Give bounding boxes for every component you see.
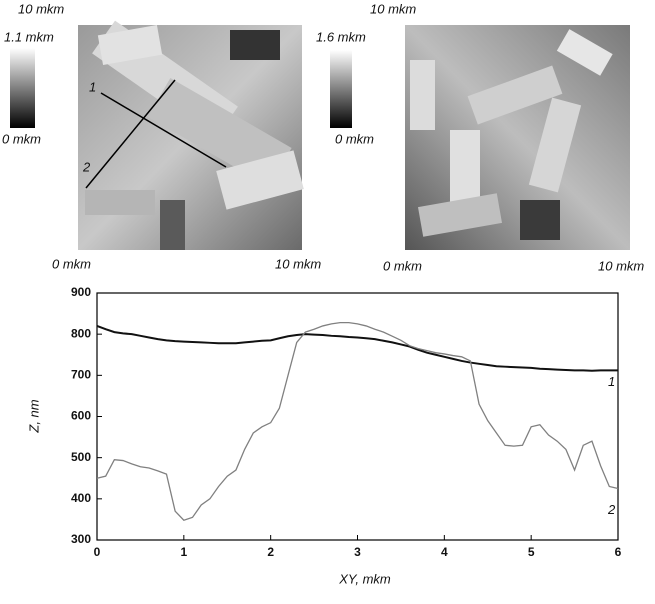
afm-image (78, 20, 304, 250)
x-tick-label: 6 (615, 545, 622, 559)
profile-label: 1 (89, 79, 96, 94)
image-label: 0 mkm (383, 258, 422, 273)
afm-image (405, 25, 630, 250)
series-line (96, 324, 618, 372)
colorbar (330, 50, 352, 128)
y-tick-label: 500 (71, 450, 91, 464)
series-label: 2 (607, 502, 616, 517)
series-label: 1 (608, 374, 615, 389)
scale-max: 1.1 mkm (4, 29, 54, 44)
y-axis-label: Z, nm (26, 399, 41, 433)
image-label: 0 mkm (52, 256, 91, 271)
image-label: 10 mkm (370, 1, 416, 16)
y-tick-label: 600 (71, 409, 91, 423)
plot-frame (96, 292, 619, 541)
profile-label: 2 (82, 159, 91, 174)
x-tick-label: 0 (94, 545, 101, 559)
x-tick-label: 3 (354, 545, 361, 559)
x-tick-label: 1 (180, 545, 187, 559)
scale-min: 0 mkm (335, 131, 374, 146)
image-label: 10 mkm (18, 1, 64, 16)
x-tick-label: 4 (441, 545, 448, 559)
x-tick-label: 5 (528, 545, 535, 559)
series-line (96, 321, 619, 521)
image-label: 10 mkm (598, 258, 644, 273)
y-tick-label: 800 (71, 326, 91, 340)
y-tick-label: 400 (71, 491, 91, 505)
scale-max: 1.6 mkm (316, 29, 366, 44)
y-tick-label: 300 (71, 532, 91, 546)
x-tick-label: 2 (267, 545, 274, 559)
scale-min: 0 mkm (2, 131, 41, 146)
y-tick-label: 700 (71, 368, 91, 382)
y-tick-label: 900 (71, 285, 91, 299)
colorbar (10, 48, 35, 128)
x-axis-label: XY, mkm (338, 571, 391, 586)
image-label: 10 mkm (275, 256, 321, 271)
